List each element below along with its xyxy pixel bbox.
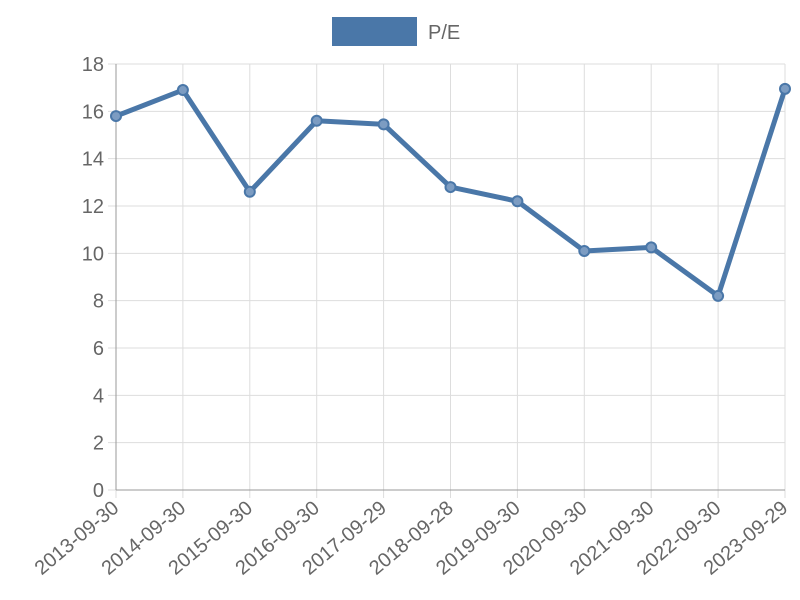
y-tick-label: 10 xyxy=(82,243,104,265)
y-tick-label: 18 xyxy=(82,54,104,76)
point xyxy=(110,110,122,123)
point xyxy=(377,118,390,131)
point xyxy=(779,82,791,95)
y-tick-label: 0 xyxy=(93,480,104,502)
y-tick-label: 6 xyxy=(93,338,104,360)
point xyxy=(444,181,457,194)
legend-swatch xyxy=(332,17,417,46)
y-tick-label: 8 xyxy=(93,291,104,313)
y-tick-label: 4 xyxy=(93,385,104,407)
legend-label: P/E xyxy=(428,22,460,44)
point xyxy=(645,241,658,254)
y-tick-label: 2 xyxy=(93,433,104,455)
y-tick-label: 14 xyxy=(82,149,104,171)
y-tick-label: 12 xyxy=(82,196,104,218)
y-tick-label: 16 xyxy=(82,101,104,123)
point xyxy=(243,185,256,198)
point xyxy=(578,244,591,257)
point xyxy=(511,195,524,208)
point xyxy=(176,84,189,97)
point xyxy=(712,289,725,302)
point xyxy=(310,114,323,127)
